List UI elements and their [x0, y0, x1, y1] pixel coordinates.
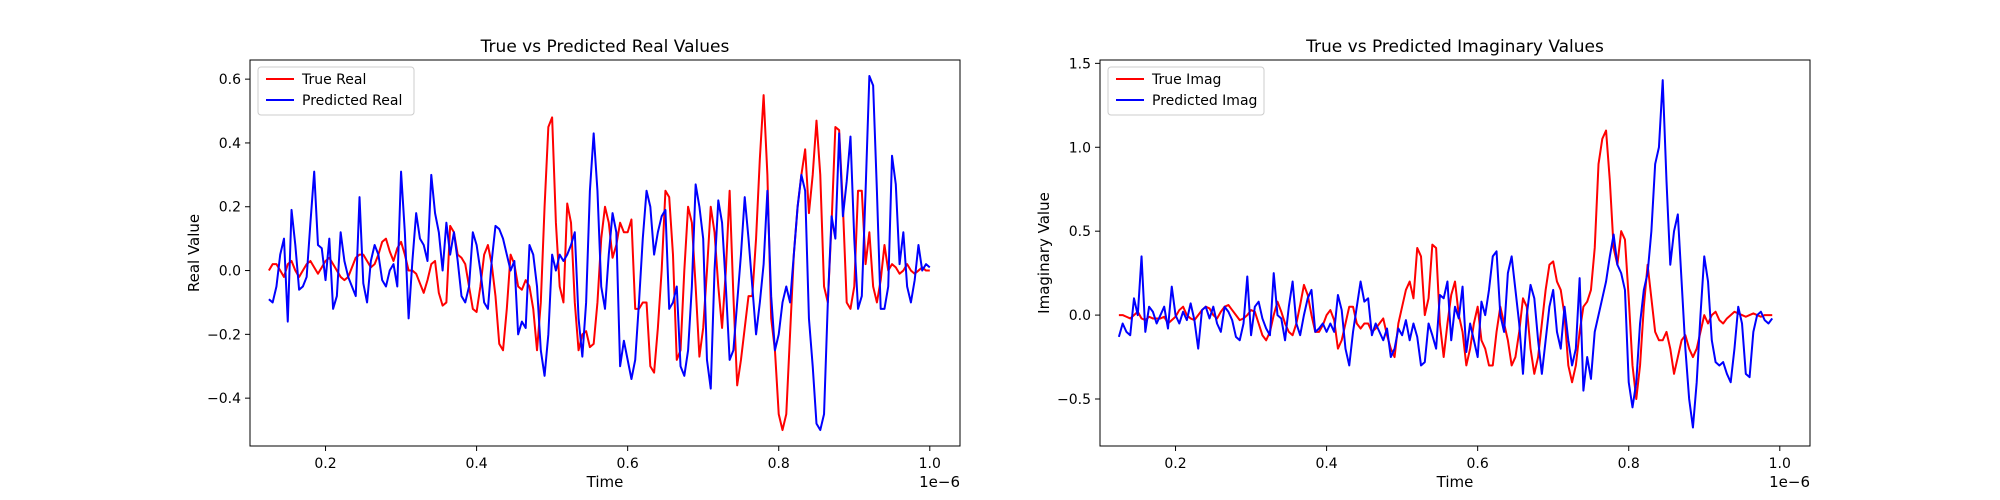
- series-line-predicted-imag: [1117, 79, 1774, 429]
- x-tick-label: 0.2: [1164, 456, 1186, 472]
- y-axis-label: Imaginary Value: [1035, 192, 1053, 314]
- y-tick-label: −0.2: [207, 327, 241, 343]
- y-tick-label: 0.6: [219, 72, 241, 88]
- imaginary-values-chart: True vs Predicted Imaginary Values 0.2 0.…: [1035, 37, 1811, 491]
- x-offset-text: 1e−6: [1769, 473, 1810, 491]
- plot-area: 0.2 0.4 0.6 0.8 1.0 −0.5 0.0 0.5 1.0 1.5: [1057, 56, 1811, 472]
- series-lines: [268, 74, 931, 432]
- y-axis-label: Real Value: [185, 214, 203, 292]
- y-tick-label: −0.4: [207, 391, 241, 407]
- series-line-true-imag: [1118, 129, 1773, 401]
- legend-label-true-imag: True Imag: [1151, 72, 1221, 88]
- y-tick-label: 0.2: [219, 200, 241, 216]
- series-lines: [1117, 79, 1774, 429]
- x-tick-label: 0.8: [768, 456, 790, 472]
- y-tick-label: 1.0: [1069, 140, 1091, 156]
- x-tick-label: 1.0: [919, 456, 941, 472]
- legend-box: [1107, 66, 1265, 116]
- chart-title: True vs Predicted Imaginary Values: [1305, 37, 1604, 57]
- series-line-predicted-real: [268, 74, 931, 432]
- x-ticks: 0.2 0.4 0.6 0.8 1.0: [1164, 446, 1791, 472]
- x-tick-label: 0.6: [1467, 456, 1489, 472]
- x-tick-label: 0.4: [1315, 456, 1337, 472]
- x-tick-label: 0.6: [617, 456, 639, 472]
- y-tick-label: 0.4: [219, 136, 241, 152]
- legend-box: [257, 66, 415, 116]
- axes-frame: [249, 59, 961, 447]
- y-tick-label: 0.0: [1069, 308, 1091, 324]
- axes-frame: [1099, 59, 1811, 447]
- y-ticks: −0.5 0.0 0.5 1.0 1.5: [1057, 56, 1100, 408]
- legend: True Imag Predicted Imag: [1107, 66, 1265, 116]
- x-axis-label: Time: [586, 473, 624, 491]
- chart-title: True vs Predicted Real Values: [480, 37, 730, 57]
- legend-label-predicted-real: Predicted Real: [302, 93, 402, 109]
- legend: True Real Predicted Real: [257, 66, 415, 116]
- series-line-true-real: [268, 94, 930, 432]
- x-tick-label: 1.0: [1769, 456, 1791, 472]
- x-tick-label: 0.4: [465, 456, 487, 472]
- y-tick-label: 1.5: [1069, 56, 1091, 72]
- plot-area: 0.2 0.4 0.6 0.8 1.0 −0.4 −0.2 0.0 0.2 0.4 0.6: [207, 59, 961, 472]
- y-tick-label: 0.0: [219, 264, 241, 280]
- x-offset-text: 1e−6: [919, 473, 960, 491]
- y-ticks: −0.4 −0.2 0.0 0.2 0.4 0.6: [207, 72, 250, 407]
- real-values-chart: True vs Predicted Real Values 0.2 0.4 0.6 0…: [185, 37, 961, 491]
- x-axis-label: Time: [1436, 473, 1474, 491]
- legend-label-predicted-imag: Predicted Imag: [1152, 93, 1257, 109]
- x-tick-label: 0.8: [1618, 456, 1640, 472]
- x-ticks: 0.2 0.4 0.6 0.8 1.0: [314, 446, 941, 472]
- x-tick-label: 0.2: [314, 456, 336, 472]
- legend-label-true-real: True Real: [301, 72, 366, 88]
- y-tick-label: 0.5: [1069, 224, 1091, 240]
- y-tick-label: −0.5: [1057, 392, 1091, 408]
